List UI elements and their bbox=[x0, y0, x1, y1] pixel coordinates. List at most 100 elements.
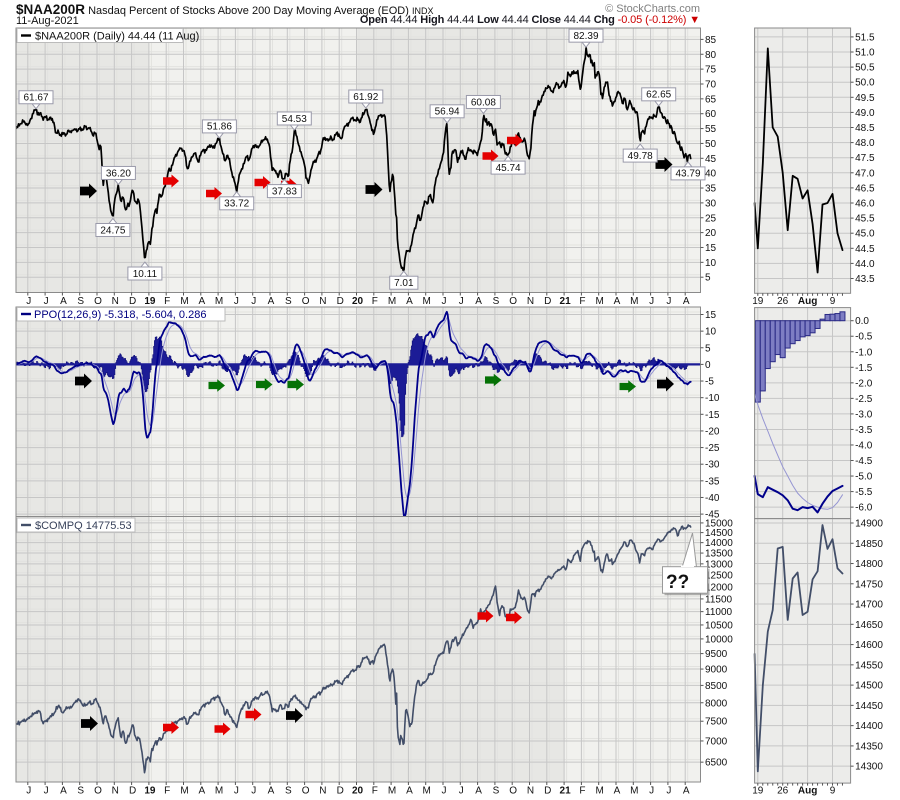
svg-text:21: 21 bbox=[560, 786, 572, 797]
svg-text:15: 15 bbox=[705, 243, 717, 254]
svg-text:14400: 14400 bbox=[855, 721, 883, 732]
svg-text:14900: 14900 bbox=[855, 519, 883, 530]
svg-text:85: 85 bbox=[705, 35, 717, 46]
svg-text:M: M bbox=[388, 786, 396, 797]
svg-text:M: M bbox=[180, 296, 188, 307]
svg-text:45: 45 bbox=[705, 154, 717, 165]
svg-text:82.39: 82.39 bbox=[573, 31, 598, 42]
svg-text:-20: -20 bbox=[705, 426, 720, 437]
svg-text:26: 26 bbox=[777, 296, 789, 307]
svg-text:F: F bbox=[372, 296, 378, 307]
svg-text:O: O bbox=[302, 296, 310, 307]
svg-text:14500: 14500 bbox=[705, 528, 733, 539]
svg-text:O: O bbox=[509, 296, 517, 307]
svg-text:$COMPQ 14775.53: $COMPQ 14775.53 bbox=[35, 520, 132, 532]
svg-text:10000: 10000 bbox=[705, 634, 733, 645]
svg-text:M: M bbox=[423, 296, 431, 307]
svg-text:14350: 14350 bbox=[855, 741, 883, 752]
svg-text:D: D bbox=[337, 296, 344, 307]
svg-text:10500: 10500 bbox=[705, 620, 733, 631]
svg-text:D: D bbox=[129, 296, 136, 307]
svg-text:S: S bbox=[493, 296, 500, 307]
svg-text:A: A bbox=[683, 786, 690, 797]
svg-text:D: D bbox=[129, 786, 136, 797]
svg-text:J: J bbox=[666, 296, 671, 307]
svg-text:13500: 13500 bbox=[705, 549, 733, 560]
svg-text:M: M bbox=[215, 786, 223, 797]
svg-text:-5.0: -5.0 bbox=[855, 472, 873, 483]
svg-text:45.74: 45.74 bbox=[496, 163, 521, 174]
svg-text:24.75: 24.75 bbox=[100, 225, 125, 236]
svg-text:44.5: 44.5 bbox=[855, 244, 875, 255]
svg-text:N: N bbox=[112, 296, 119, 307]
svg-text:20: 20 bbox=[352, 296, 364, 307]
svg-text:51.5: 51.5 bbox=[855, 32, 875, 43]
svg-text:A: A bbox=[406, 786, 413, 797]
svg-text:0.0: 0.0 bbox=[855, 316, 869, 327]
svg-text:A: A bbox=[614, 786, 621, 797]
svg-text:J: J bbox=[442, 296, 447, 307]
svg-text:14300: 14300 bbox=[855, 762, 883, 773]
svg-text:10.11: 10.11 bbox=[133, 269, 158, 280]
svg-text:19: 19 bbox=[144, 296, 156, 307]
svg-text:J: J bbox=[459, 296, 464, 307]
svg-text:A: A bbox=[198, 296, 205, 307]
svg-text:N: N bbox=[527, 296, 534, 307]
svg-text:N: N bbox=[112, 786, 119, 797]
svg-text:45.5: 45.5 bbox=[855, 214, 875, 225]
svg-text:9500: 9500 bbox=[705, 649, 728, 660]
svg-text:M: M bbox=[596, 296, 604, 307]
svg-text:M: M bbox=[388, 296, 396, 307]
svg-text:14500: 14500 bbox=[855, 681, 883, 692]
svg-text:-2.5: -2.5 bbox=[855, 394, 873, 405]
svg-text:10: 10 bbox=[705, 327, 717, 338]
svg-text:O: O bbox=[94, 786, 102, 797]
svg-text:61.67: 61.67 bbox=[23, 93, 48, 104]
svg-text:15: 15 bbox=[705, 310, 717, 321]
svg-text:14700: 14700 bbox=[855, 600, 883, 611]
svg-text:-5: -5 bbox=[705, 377, 714, 388]
svg-text:9: 9 bbox=[830, 786, 836, 797]
svg-text:PPO(12,26,9) -5.318, -5.604, 0: PPO(12,26,9) -5.318, -5.604, 0.286 bbox=[34, 309, 206, 321]
svg-text:S: S bbox=[77, 786, 84, 797]
svg-text:-4.0: -4.0 bbox=[855, 440, 873, 451]
svg-text:14650: 14650 bbox=[855, 620, 883, 631]
svg-text:M: M bbox=[630, 296, 638, 307]
svg-text:J: J bbox=[44, 296, 49, 307]
svg-text:-30: -30 bbox=[705, 460, 720, 471]
svg-text:9: 9 bbox=[830, 296, 836, 307]
svg-text:14600: 14600 bbox=[855, 640, 883, 651]
svg-text:15000: 15000 bbox=[705, 518, 733, 529]
svg-text:70: 70 bbox=[705, 79, 717, 90]
svg-text:51.0: 51.0 bbox=[855, 48, 875, 59]
svg-text:43.5: 43.5 bbox=[855, 274, 875, 285]
svg-text:11000: 11000 bbox=[705, 607, 733, 618]
svg-text:A: A bbox=[198, 786, 205, 797]
svg-text:S: S bbox=[285, 296, 292, 307]
svg-text:-2.0: -2.0 bbox=[855, 378, 873, 389]
svg-text:48.0: 48.0 bbox=[855, 138, 875, 149]
svg-text:7.01: 7.01 bbox=[394, 278, 414, 289]
svg-text:O: O bbox=[94, 296, 102, 307]
svg-text:S: S bbox=[285, 786, 292, 797]
svg-text:-25: -25 bbox=[705, 443, 720, 454]
svg-text:J: J bbox=[649, 296, 654, 307]
svg-text:65: 65 bbox=[705, 94, 717, 105]
svg-text:80: 80 bbox=[705, 50, 717, 61]
svg-text:J: J bbox=[26, 786, 31, 797]
svg-text:F: F bbox=[164, 296, 170, 307]
svg-text:20: 20 bbox=[705, 228, 717, 239]
svg-text:A: A bbox=[683, 296, 690, 307]
svg-text:46.5: 46.5 bbox=[855, 183, 875, 194]
svg-text:J: J bbox=[442, 786, 447, 797]
svg-text:33.72: 33.72 bbox=[224, 199, 249, 210]
svg-text:F: F bbox=[372, 786, 378, 797]
svg-text:O: O bbox=[509, 786, 517, 797]
svg-text:-6.0: -6.0 bbox=[855, 503, 873, 514]
svg-text:-45: -45 bbox=[705, 510, 720, 521]
svg-text:46.0: 46.0 bbox=[855, 199, 875, 210]
svg-text:A: A bbox=[406, 296, 413, 307]
svg-text:A: A bbox=[60, 296, 67, 307]
svg-text:Aug: Aug bbox=[798, 786, 817, 797]
svg-text:47.5: 47.5 bbox=[855, 153, 875, 164]
